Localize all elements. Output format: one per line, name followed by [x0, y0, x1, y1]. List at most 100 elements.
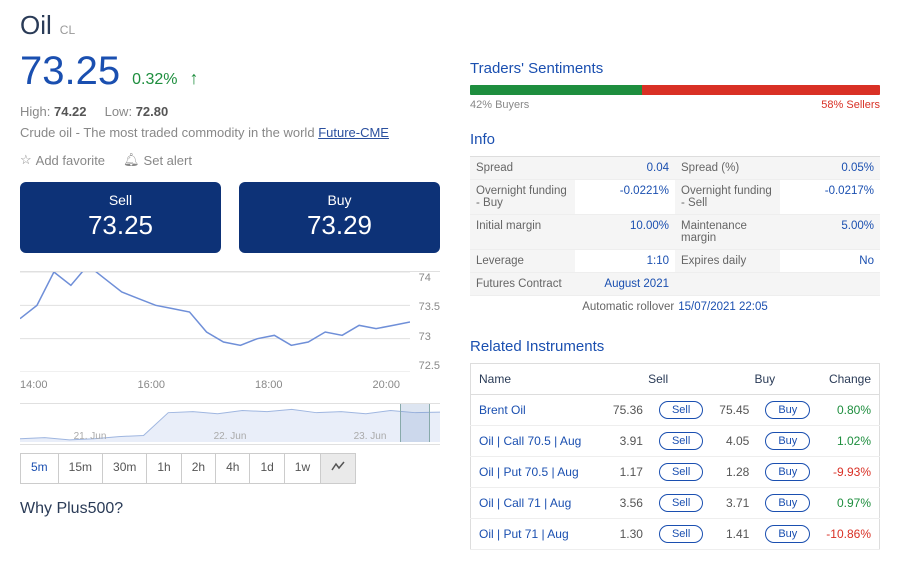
chart-ytick: 74: [419, 272, 440, 284]
info-value: 5.00%: [780, 215, 880, 250]
related-change: -10.86%: [818, 519, 879, 550]
info-key: Futures Contract: [470, 273, 575, 296]
info-key: Spread (%): [675, 157, 780, 180]
related-name[interactable]: Oil | Call 71 | Aug: [471, 488, 605, 519]
info-value: 0.04: [575, 157, 675, 180]
price-chart[interactable]: 7473.57372.5 14:0016:0018:0020:00: [20, 271, 440, 401]
related-name[interactable]: Oil | Put 70.5 | Aug: [471, 457, 605, 488]
related-name[interactable]: Oil | Put 71 | Aug: [471, 519, 605, 550]
related-sell-button[interactable]: Sell: [659, 525, 703, 543]
chart-ytick: 73.5: [419, 301, 440, 313]
buyers-label: 42% Buyers: [470, 99, 529, 111]
rollover-date: 15/07/2021 22:05: [678, 301, 768, 313]
overview-xtick: 21. Jun: [74, 431, 107, 442]
info-value: 1:10: [575, 250, 675, 273]
instrument-description: Crude oil - The most traded commodity in…: [20, 125, 440, 140]
related-change: 0.97%: [818, 488, 879, 519]
related-row: Oil | Put 71 | Aug1.30 Sell 1.41 Buy -10.86%: [471, 519, 880, 550]
related-buy-button[interactable]: Buy: [765, 401, 810, 419]
related-name[interactable]: Oil | Call 70.5 | Aug: [471, 426, 605, 457]
chart-ytick: 72.5: [419, 360, 440, 372]
related-row: Oil | Call 71 | Aug3.56 Sell 3.71 Buy 0.97%: [471, 488, 880, 519]
related-sell-price: 3.91: [605, 426, 651, 457]
info-key: Initial margin: [470, 215, 575, 250]
sell-price: 73.25: [20, 210, 221, 241]
related-buy-button[interactable]: Buy: [765, 463, 810, 481]
related-buy-price: 75.45: [711, 395, 757, 426]
info-key: Overnight funding - Sell: [675, 180, 780, 215]
info-key: Spread: [470, 157, 575, 180]
related-buy-price: 4.05: [711, 426, 757, 457]
info-value: No: [780, 250, 880, 273]
info-key: Overnight funding - Buy: [470, 180, 575, 215]
info-value: 10.00%: [575, 215, 675, 250]
info-table: Spread0.04Spread (%)0.05%Overnight fundi…: [470, 156, 880, 318]
buy-button[interactable]: Buy 73.29: [239, 182, 440, 253]
chart-xtick: 14:00: [20, 379, 48, 391]
info-key: [675, 273, 780, 296]
related-sell-price: 1.30: [605, 519, 651, 550]
related-sell-price: 75.36: [605, 395, 651, 426]
info-key: Leverage: [470, 250, 575, 273]
related-sell-button[interactable]: Sell: [659, 494, 703, 512]
add-favorite-button[interactable]: ☆ Add favorite: [20, 152, 105, 168]
overview-xtick: 22. Jun: [214, 431, 247, 442]
sentiment-bar: [470, 85, 880, 95]
why-plus500-heading: Why Plus500?: [20, 500, 440, 518]
sentiment-title: Traders' Sentiments: [470, 60, 880, 77]
timeframe-30m[interactable]: 30m: [102, 453, 146, 484]
info-value: 0.05%: [780, 157, 880, 180]
timeframe-2h[interactable]: 2h: [181, 453, 215, 484]
current-price: 73.25: [20, 49, 120, 94]
instrument-symbol: CL: [60, 23, 75, 37]
timeframe-5m[interactable]: 5m: [20, 453, 58, 484]
related-buy-button[interactable]: Buy: [765, 525, 810, 543]
future-cme-link[interactable]: Future-CME: [318, 125, 389, 140]
related-buy-price: 1.41: [711, 519, 757, 550]
related-row: Brent Oil75.36 Sell 75.45 Buy 0.80%: [471, 395, 880, 426]
sellers-label: 58% Sellers: [821, 99, 880, 111]
related-instruments-table: NameSellBuyChange Brent Oil75.36Sell75.4…: [470, 363, 880, 550]
timeframe-1w[interactable]: 1w: [284, 453, 320, 484]
info-title: Info: [470, 131, 880, 148]
related-name[interactable]: Brent Oil: [471, 395, 605, 426]
chart-ytick: 73: [419, 331, 440, 343]
related-buy-price: 1.28: [711, 457, 757, 488]
set-alert-button[interactable]: 🔔︎ Set alert: [123, 152, 192, 168]
instrument-name: Oil: [20, 10, 52, 41]
related-buy-button[interactable]: Buy: [765, 432, 810, 450]
related-change: 0.80%: [818, 395, 879, 426]
timeframe-1d[interactable]: 1d: [249, 453, 283, 484]
related-sell-button[interactable]: Sell: [659, 432, 703, 450]
chart-xtick: 20:00: [372, 379, 400, 391]
buy-price: 73.29: [239, 210, 440, 241]
related-buy-button[interactable]: Buy: [765, 494, 810, 512]
arrow-up-icon: ↑: [189, 68, 198, 89]
related-change: 1.02%: [818, 426, 879, 457]
change-percent: 0.32%: [132, 71, 177, 89]
related-sell-button[interactable]: Sell: [659, 463, 703, 481]
chart-type-icon[interactable]: [320, 453, 356, 484]
sell-button[interactable]: Sell 73.25: [20, 182, 221, 253]
related-change: -9.93%: [818, 457, 879, 488]
related-title: Related Instruments: [470, 338, 880, 355]
chart-xtick: 18:00: [255, 379, 283, 391]
timeframe-1h[interactable]: 1h: [146, 453, 180, 484]
related-row: Oil | Put 70.5 | Aug1.17Sell1.28Buy-9.93…: [471, 457, 880, 488]
bell-icon: 🔔︎: [123, 152, 140, 168]
related-row: Oil | Call 70.5 | Aug3.91 Sell 4.05 Buy 1.02…: [471, 426, 880, 457]
info-value: -0.0217%: [780, 180, 880, 215]
timeframe-15m[interactable]: 15m: [58, 453, 102, 484]
rollover-label: Automatic rollover: [582, 301, 674, 313]
info-value: -0.0221%: [575, 180, 675, 215]
related-buy-price: 3.71: [711, 488, 757, 519]
col-change: Change: [818, 364, 879, 395]
low-value: 72.80: [136, 104, 169, 119]
related-sell-price: 3.56: [605, 488, 651, 519]
info-value: [780, 273, 880, 296]
info-key: Maintenance margin: [675, 215, 780, 250]
chart-brush-handle[interactable]: [400, 404, 430, 442]
timeframe-4h[interactable]: 4h: [215, 453, 249, 484]
related-sell-button[interactable]: Sell: [659, 401, 703, 419]
overview-chart[interactable]: 21. Jun22. Jun23. Jun: [20, 403, 440, 445]
